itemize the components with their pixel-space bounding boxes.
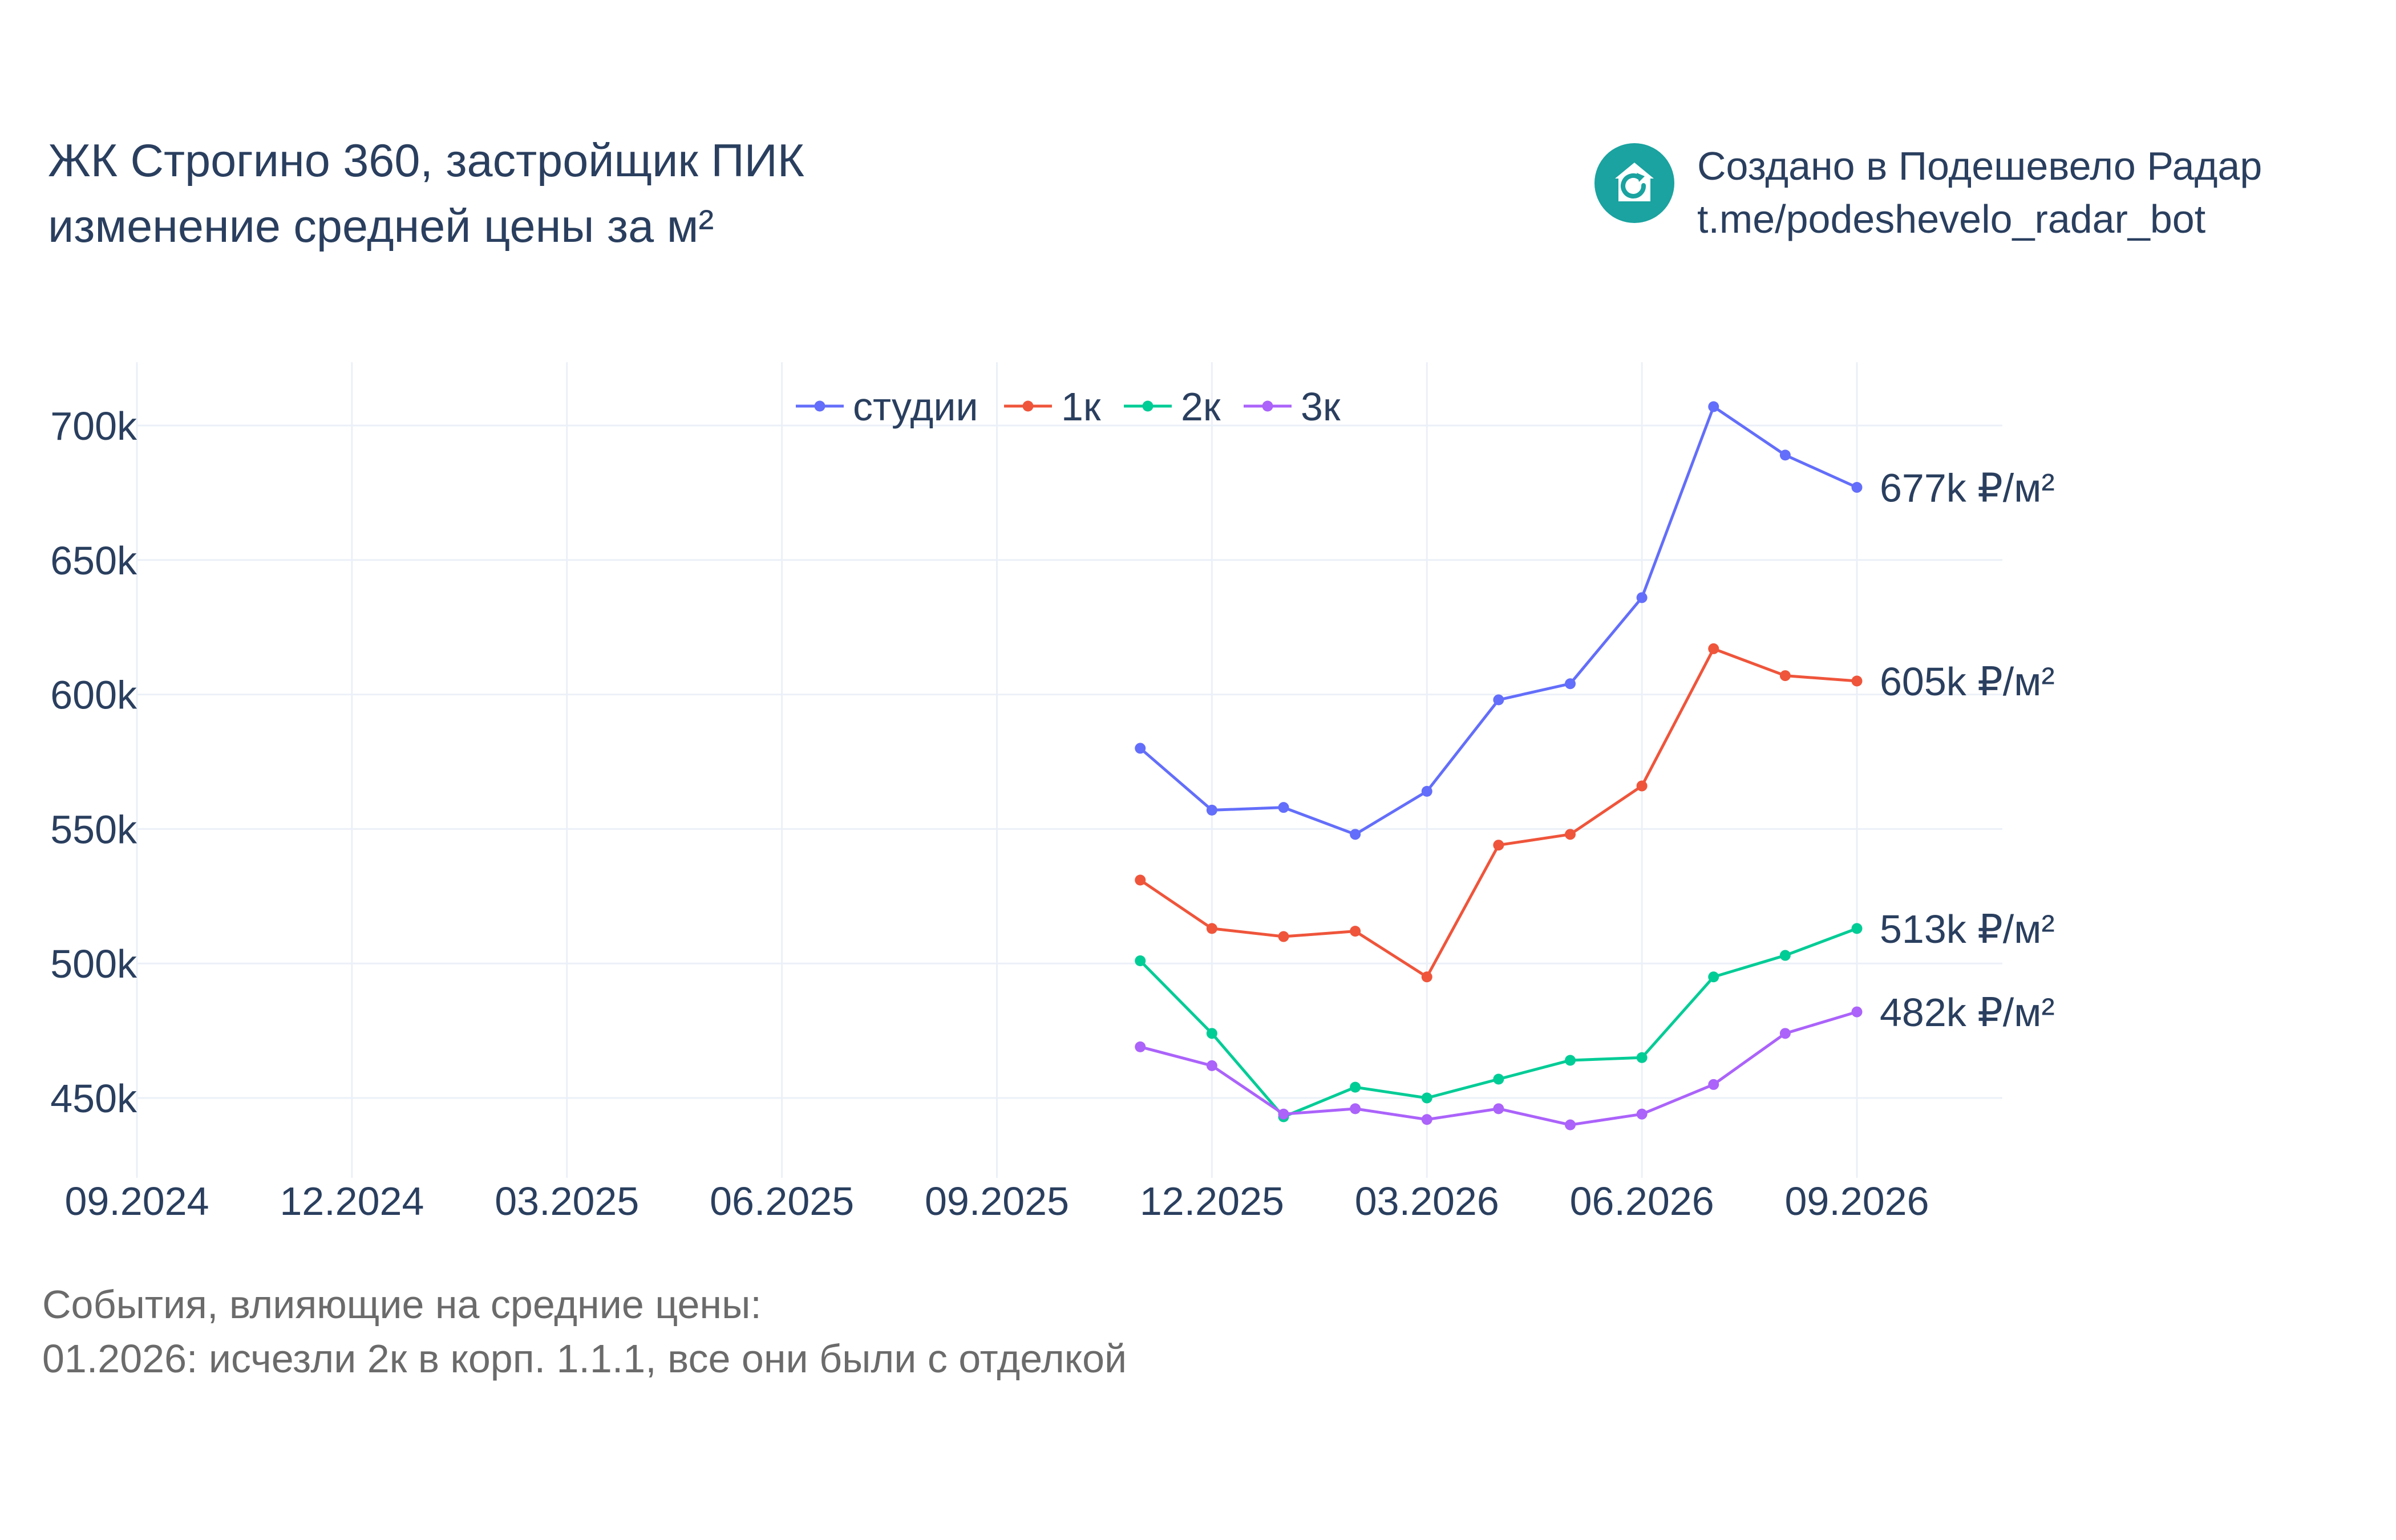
- series-point: [1779, 449, 1791, 461]
- series-point: [1565, 1055, 1576, 1066]
- series-point: [1135, 955, 1146, 966]
- legend-item: 3к: [1244, 384, 1341, 429]
- y-tick-label: 450k: [50, 1076, 137, 1121]
- y-tick-label: 550k: [50, 807, 137, 852]
- series-point: [1779, 1028, 1791, 1039]
- series-point: [1565, 1119, 1576, 1130]
- series-point: [1851, 923, 1863, 934]
- series-end-label: 513k ₽/м²: [1880, 907, 2055, 951]
- series-end-label: 482k ₽/м²: [1880, 990, 2055, 1035]
- x-tick-label: 09.2025: [925, 1179, 1069, 1223]
- series-point: [1851, 1006, 1863, 1018]
- title-line-2: изменение средней цены за м²: [48, 201, 714, 252]
- series-line: [1139, 405, 1858, 836]
- series-point: [1350, 829, 1361, 840]
- series-point: [1206, 804, 1217, 816]
- series-point: [1493, 840, 1504, 851]
- y-tick-label: 700k: [50, 404, 137, 448]
- x-tick-label: 09.2024: [64, 1179, 209, 1223]
- series-point: [1350, 926, 1361, 937]
- legend-label: студии: [853, 384, 978, 429]
- series-end-label: 677k ₽/м²: [1880, 465, 2055, 510]
- chart-legend: студии 1к 2к 3к: [796, 384, 1341, 429]
- series-point: [1278, 1108, 1289, 1120]
- legend-label: 1к: [1061, 384, 1101, 429]
- series-point: [1206, 1060, 1217, 1071]
- series-point: [1493, 1103, 1504, 1115]
- y-axis-ticks: 450k 500k 550k 600k 650k 700k: [50, 404, 137, 1121]
- events-heading: События, влияющие на средние цены:: [42, 1282, 762, 1327]
- x-tick-label: 06.2026: [1570, 1179, 1714, 1223]
- credit-block: Создано в Подешевело Радар t.me/podeshev…: [1594, 140, 2262, 246]
- chart-title: ЖК Строгино 360, застройщик ПИК изменени…: [48, 128, 804, 260]
- legend-label: 3к: [1301, 384, 1341, 429]
- series-point: [1135, 874, 1146, 886]
- legend-item: 1к: [1004, 384, 1101, 429]
- series-point: [1206, 923, 1217, 934]
- series-1: [1135, 643, 1863, 983]
- series-point: [1421, 1114, 1432, 1125]
- x-tick-label: 12.2024: [280, 1179, 424, 1223]
- credit-link[interactable]: t.me/podeshevelo_radar_bot: [1697, 197, 2206, 241]
- y-tick-label: 650k: [50, 538, 137, 583]
- series-point: [1779, 950, 1791, 961]
- series-point: [1350, 1081, 1361, 1093]
- x-tick-label: 09.2026: [1784, 1179, 1929, 1223]
- legend-item: студии: [796, 384, 978, 429]
- x-tick-label: 06.2025: [710, 1179, 854, 1223]
- events-item: 01.2026: исчезли 2к в корп. 1.1.1, все о…: [42, 1336, 1127, 1381]
- chart-series: [1135, 401, 1863, 1130]
- series-point: [1278, 802, 1289, 813]
- series-point: [1421, 971, 1432, 983]
- legend-swatch-point: [1022, 400, 1034, 412]
- series-point: [1636, 592, 1648, 603]
- series-point: [1421, 1092, 1432, 1104]
- y-tick-label: 500k: [50, 942, 137, 986]
- events-note: События, влияющие на средние цены: 01.20…: [42, 1278, 1127, 1386]
- legend-label: 2к: [1181, 384, 1221, 429]
- series-point: [1851, 481, 1863, 493]
- y-tick-label: 600k: [50, 673, 137, 718]
- chart-grid: [136, 362, 2002, 1178]
- series-point: [1708, 643, 1719, 654]
- series-point: [1135, 743, 1146, 754]
- series-end-label: 605k ₽/м²: [1880, 659, 2055, 704]
- series-end-labels: 677k ₽/м² 605k ₽/м² 513k ₽/м² 482k ₽/м²: [1880, 465, 2055, 1035]
- series-3: [1135, 1006, 1863, 1130]
- series-point: [1636, 1052, 1648, 1063]
- series-point: [1636, 1108, 1648, 1120]
- series-2: [1135, 923, 1863, 1122]
- credit-line-1: Создано в Подешевело Радар: [1697, 144, 2263, 188]
- x-tick-label: 03.2025: [495, 1179, 639, 1223]
- series-point: [1135, 1041, 1146, 1052]
- legend-item: 2к: [1124, 384, 1221, 429]
- series-point: [1636, 780, 1648, 792]
- series-point: [1565, 678, 1576, 690]
- legend-swatch-point: [1142, 400, 1154, 412]
- series-point: [1350, 1103, 1361, 1115]
- series-point: [1278, 931, 1289, 942]
- series-point: [1421, 785, 1432, 797]
- title-line-1: ЖК Строгино 360, застройщик ПИК: [48, 135, 804, 187]
- series-point: [1851, 675, 1863, 687]
- series-point: [1708, 1079, 1719, 1090]
- series-point: [1708, 971, 1719, 983]
- x-tick-label: 12.2025: [1140, 1179, 1284, 1223]
- series-point: [1779, 670, 1791, 682]
- series-point: [1708, 401, 1719, 412]
- series-point: [1493, 1073, 1504, 1085]
- legend-swatch-point: [1262, 400, 1273, 412]
- x-tick-label: 03.2026: [1355, 1179, 1499, 1223]
- legend-swatch-point: [814, 400, 825, 412]
- series-0: [1135, 401, 1863, 840]
- series-point: [1206, 1028, 1217, 1039]
- series-point: [1493, 694, 1504, 706]
- house-refresh-icon: [1594, 143, 1674, 223]
- x-axis-ticks: 09.2024 12.2024 03.2025 06.2025 09.2025 12.20…: [64, 1179, 1929, 1223]
- series-point: [1565, 829, 1576, 840]
